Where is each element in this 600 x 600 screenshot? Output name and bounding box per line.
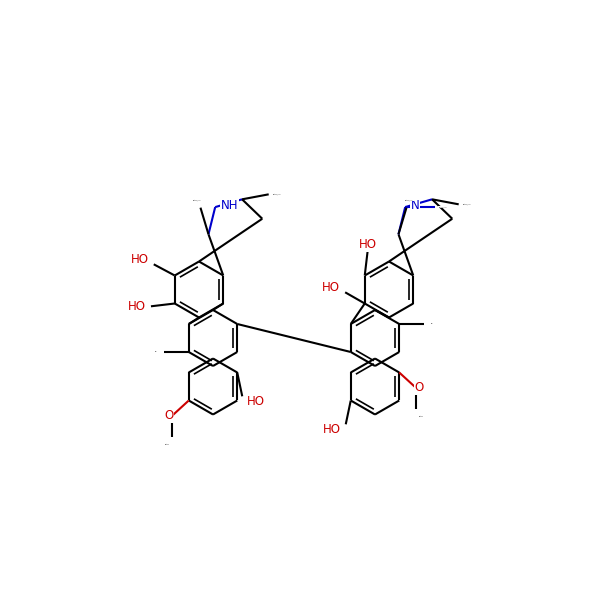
Text: me: me: [431, 323, 434, 325]
Text: methyl_end: methyl_end: [463, 203, 471, 205]
Text: methyl_end: methyl_end: [406, 199, 413, 200]
Text: methyl_end: methyl_end: [193, 199, 202, 200]
Text: HO: HO: [322, 281, 340, 294]
Text: O: O: [164, 409, 173, 422]
Text: methyl: methyl: [164, 443, 169, 445]
Text: methyl: methyl: [419, 415, 424, 416]
Text: HO: HO: [359, 238, 377, 251]
Text: HO: HO: [128, 300, 146, 313]
Text: NH: NH: [220, 199, 238, 212]
Text: methyl_end: methyl_end: [272, 193, 281, 195]
Text: HO: HO: [323, 423, 341, 436]
Text: O: O: [415, 382, 424, 394]
Text: HO: HO: [247, 395, 265, 408]
Text: HO: HO: [131, 253, 149, 266]
Text: methyl_end: methyl_end: [439, 206, 447, 208]
Text: N: N: [411, 199, 419, 212]
